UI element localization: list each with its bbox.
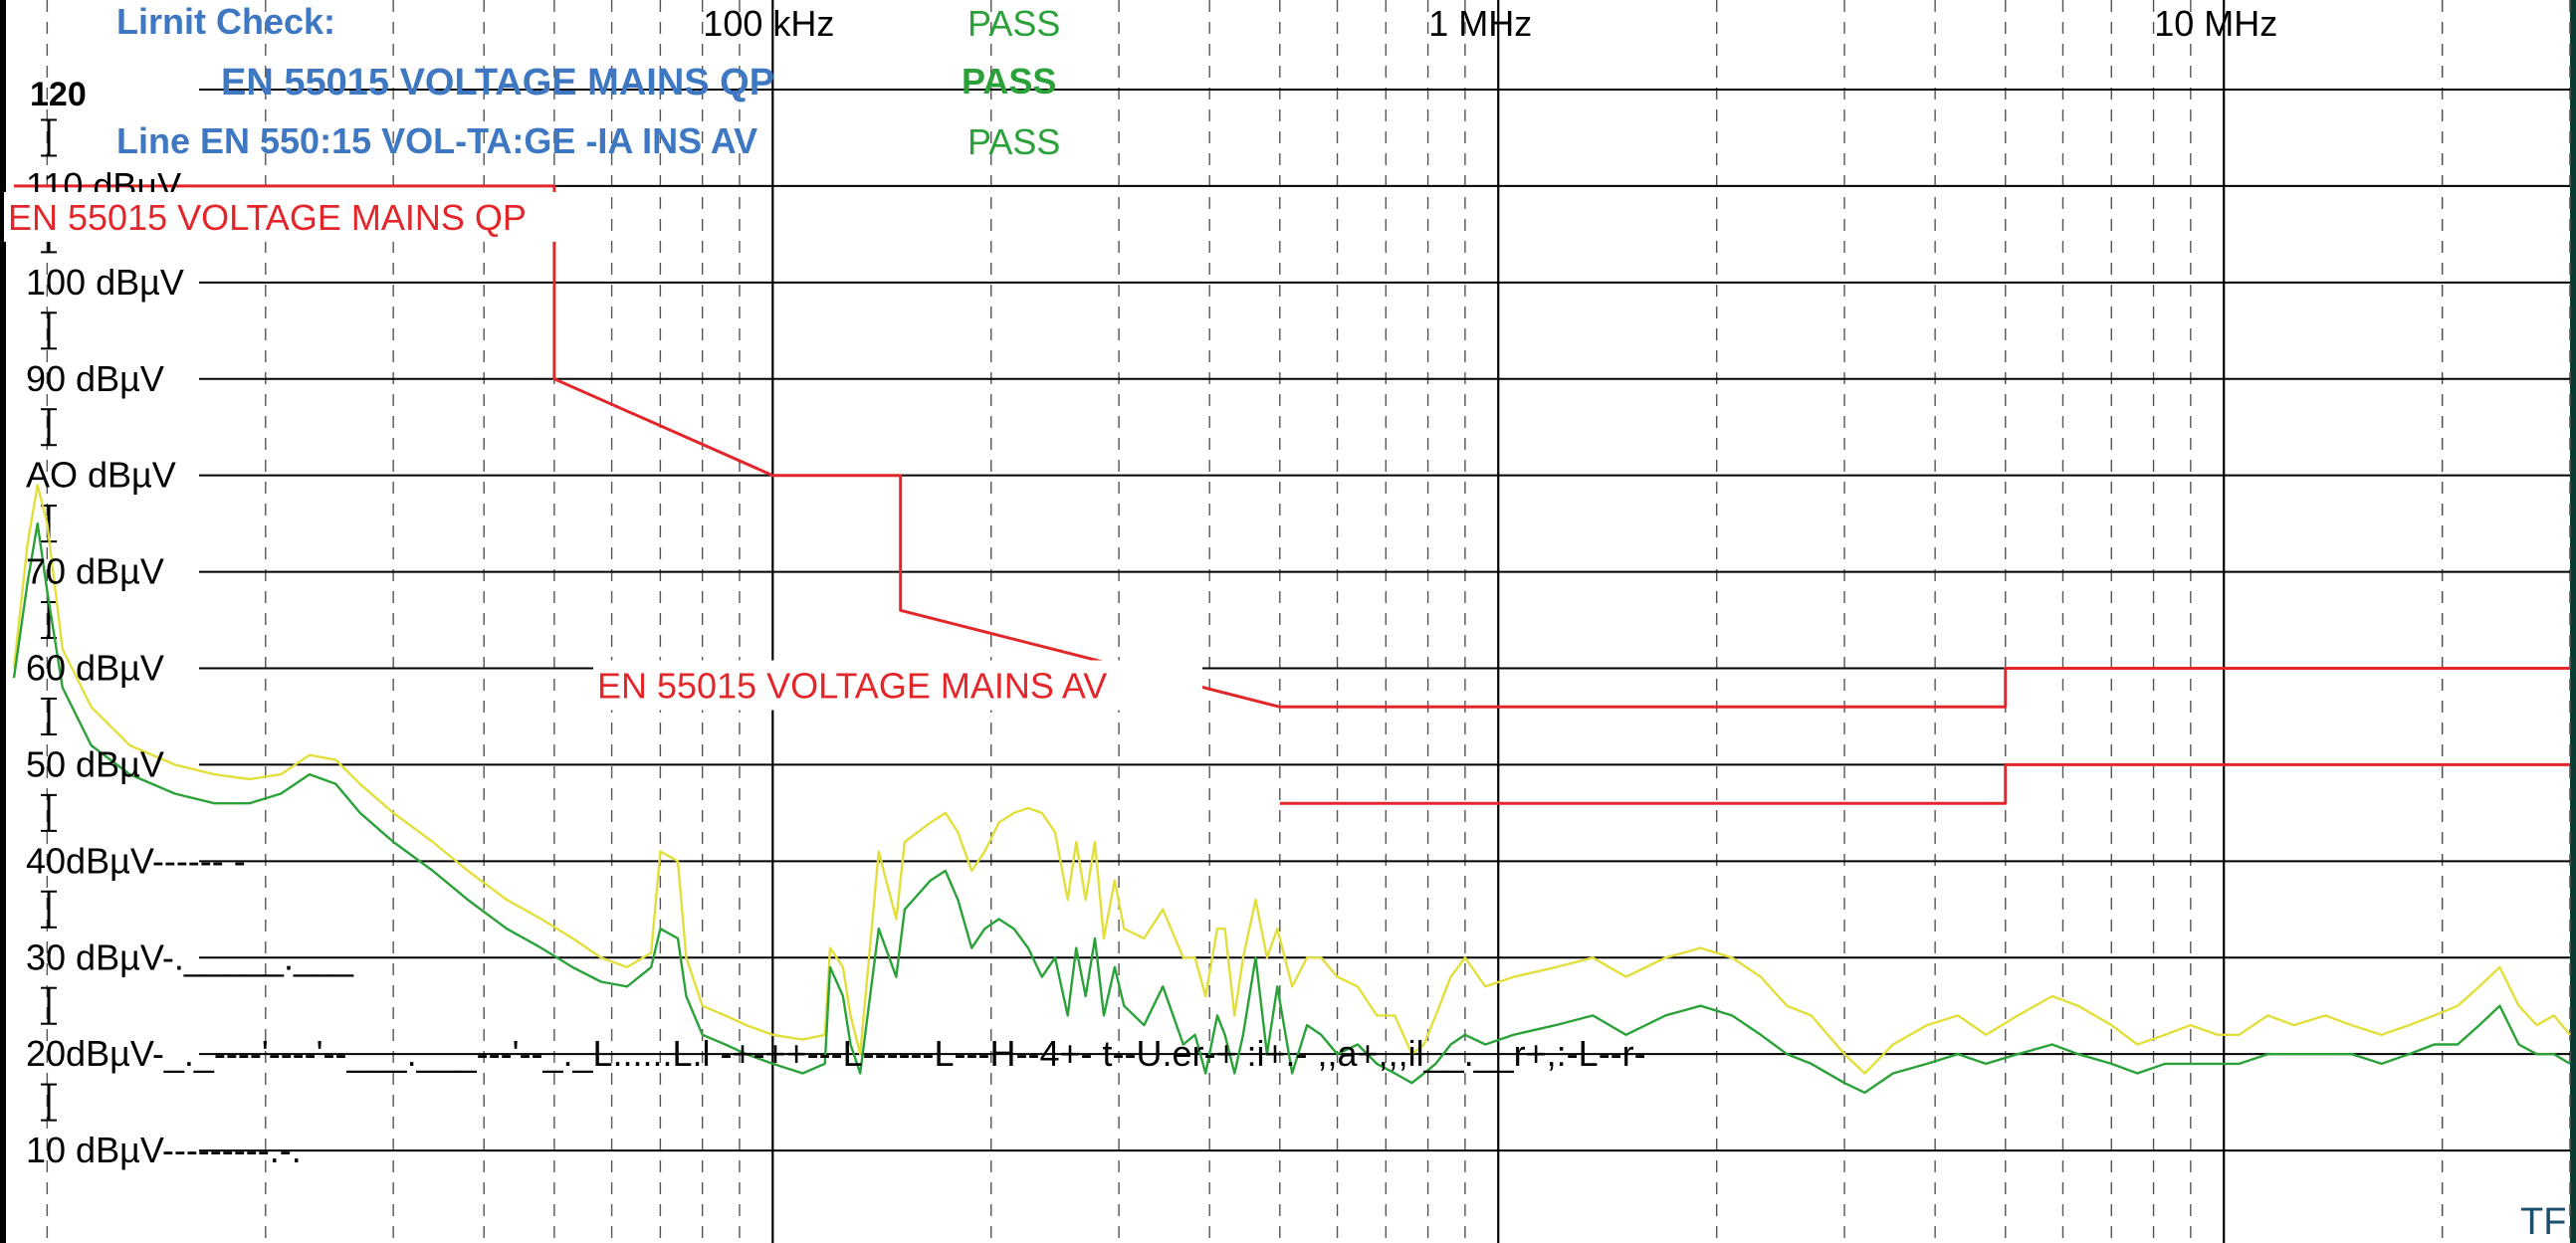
header-row-1-label: EN 55015 VOLTAGE MAINS QP xyxy=(221,62,774,104)
limit-line xyxy=(14,184,2570,709)
y-tick-label: 40dBµV------ - xyxy=(26,840,246,881)
limit-label-box xyxy=(4,191,611,242)
header-title: Lirnit Check: xyxy=(116,1,335,42)
y-tick-label: 20dBµV-_._----'----'--___.___---'--_._L.… xyxy=(26,1033,1646,1074)
limit-label-qp: EN 55015 VOLTAGE MAINS QP xyxy=(8,197,527,238)
limit-label-box xyxy=(593,660,1202,711)
corner-mark: TF xyxy=(2520,1201,2566,1243)
label-layer: Lirnit Check: PASS EN 55015 VOLTAGE MAIN… xyxy=(4,1,2566,1243)
header-prefix-120: 120 xyxy=(30,76,87,113)
right-frame-border xyxy=(2570,0,2576,1243)
x-tick-label: 10 MHz xyxy=(2154,3,2277,44)
y-tick-label: 50 dBµV xyxy=(26,743,164,784)
measurement-trace xyxy=(12,521,2571,1095)
x-tick-label: 1 MHz xyxy=(1428,3,1532,44)
y-tick-label: AO dBµV xyxy=(26,455,176,496)
y-tick-label: 100 dBµV xyxy=(26,262,184,303)
series-layer xyxy=(12,184,2571,1095)
x-tick-label: 100 kHz xyxy=(703,3,834,44)
limit-label-av: EN 55015 VOLTAGE MAINS AV xyxy=(597,666,1107,707)
left-frame-border xyxy=(0,0,6,1243)
header-title-status: PASS xyxy=(967,3,1060,44)
limit-line xyxy=(1279,762,2570,805)
y-tick-label: 90 dBµV xyxy=(26,358,164,399)
y-tick-label: 70 dBµV xyxy=(26,551,164,592)
measurement-trace xyxy=(12,484,2571,1075)
y-tick-label: 10 dBµV---------.-. xyxy=(26,1130,302,1170)
y-tick-label: 30 dBµV-._____.___ xyxy=(26,936,354,977)
header-row-2-status: PASS xyxy=(967,121,1060,162)
header-row-2-label: Line EN 550:15 VOL-TA:GE -IA INS AV xyxy=(116,120,757,161)
y-tick-label: 60 dBµV xyxy=(26,648,164,689)
header-row-1-status: PASS xyxy=(962,61,1056,102)
